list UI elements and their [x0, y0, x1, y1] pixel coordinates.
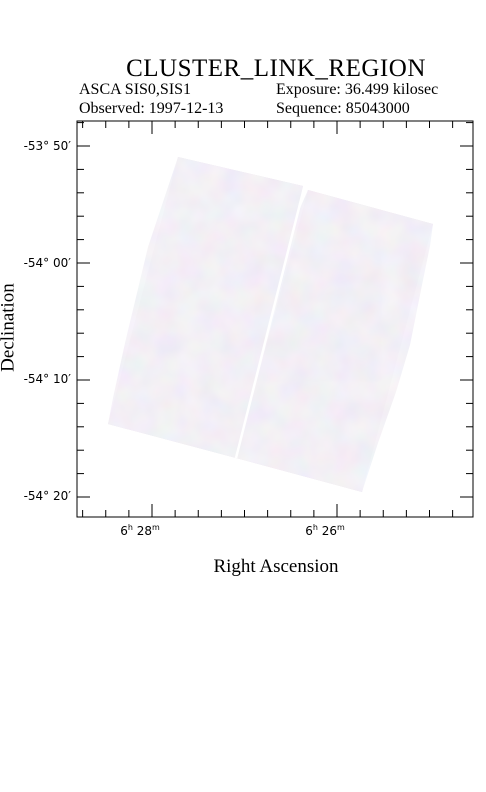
ra-tick-label: 6h 26m — [305, 523, 345, 538]
tick-labels: -53° 50′ -54° 00′ -54° 10′ -54° 20′ 6h 28m 6h… — [24, 139, 345, 538]
detector-image — [108, 157, 433, 492]
observation-date: Observed: 1997-12-13 — [79, 100, 224, 117]
image-title: CLUSTER_LINK_REGION — [126, 55, 426, 82]
exposure-time: Exposure: 36.499 kilosec — [276, 81, 439, 98]
x-axis-label: Right Ascension — [213, 556, 339, 577]
sequence-number: Sequence: 85043000 — [276, 100, 410, 117]
ra-tick-label: 6h 28m — [120, 523, 160, 538]
chip-gap — [234, 187, 306, 459]
dec-tick-label: -54° 10′ — [24, 372, 72, 386]
dec-tick-label: -54° 20′ — [24, 489, 72, 503]
plot-frame — [76, 120, 474, 518]
y-axis-label: Declination — [0, 283, 19, 372]
dec-tick-label: -53° 50′ — [24, 139, 72, 153]
dec-tick-label: -54° 00′ — [24, 256, 72, 270]
instrument-label: ASCA SIS0,SIS1 — [79, 81, 192, 98]
tick-marks — [77, 121, 473, 517]
